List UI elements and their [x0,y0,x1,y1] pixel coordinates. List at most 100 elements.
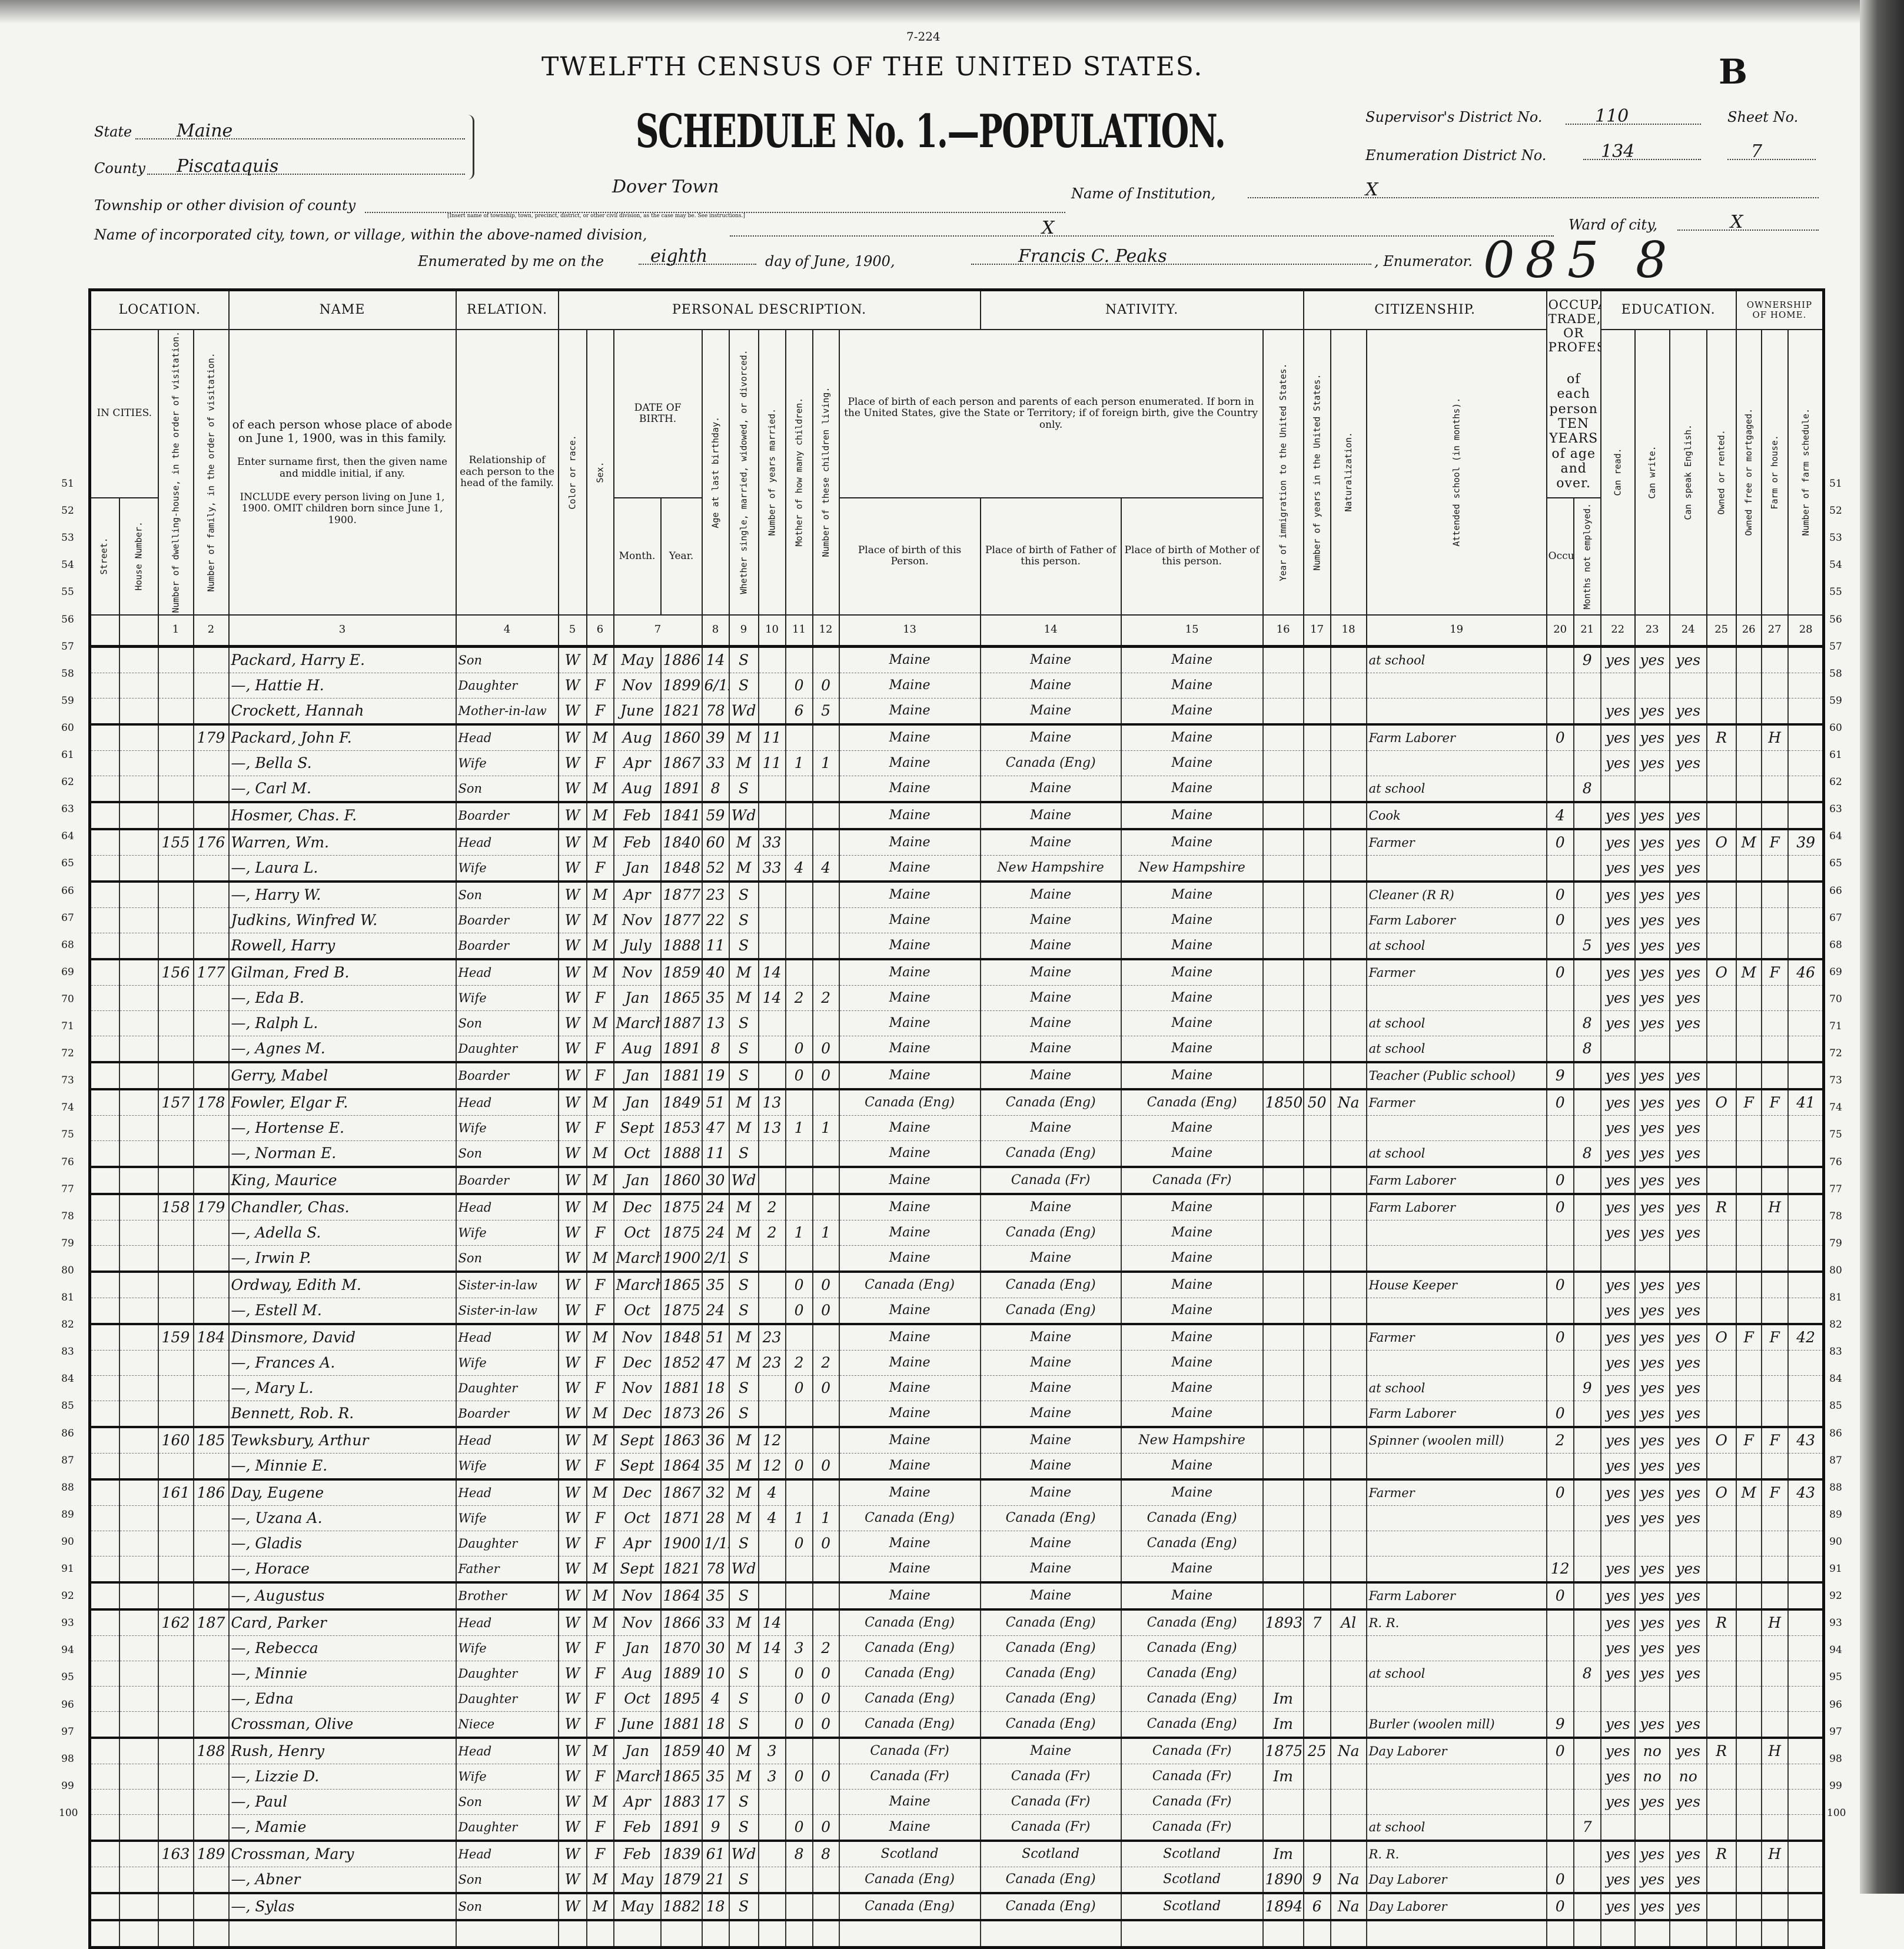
sex-cell: M [586,827,614,856]
supervisor-district-value: 110 [1595,106,1629,127]
attended-school-cell [1573,1686,1601,1712]
street-cell [89,1192,120,1220]
naturalization-cell [1330,1060,1367,1090]
header-street: Street. [89,498,119,615]
column-number: 26 [1735,614,1762,648]
line-number-left: 81 [61,1292,74,1303]
house-number-cell [118,1036,159,1063]
months-unemployed-cell: 0 [1546,1322,1574,1351]
line-number-right: 91 [1829,1563,1842,1575]
owned-or-rented-cell [1706,1140,1737,1168]
children-living-cell: 0 [812,1686,840,1712]
occupation-cell: at school [1365,1814,1547,1841]
immigration-year-cell: 1893 [1262,1608,1304,1636]
mother-of-cell: 0 [785,1814,813,1841]
table-row: —, Estell M. Sister-in-law W F Oct 1875 24 S 0 0 M… [89,1298,1825,1325]
table-row: Crockett, Hannah Mother-in-law W F June 1821 7… [89,698,1825,725]
attended-school-cell [1573,1270,1601,1298]
birth-year-cell: 1891 [660,1814,703,1841]
table-row: —, Minnie E. Wife W F Sept 1864 35 M 12 0 0 Maine Ma… [89,1453,1825,1480]
can-write-cell: yes [1634,1401,1670,1428]
name-cell: —, Adella S. [228,1220,457,1246]
birth-month-cell: Dec [613,1350,662,1376]
relation-cell: Sister-in-law [455,1270,559,1298]
occupation-cell: Day Laborer [1365,1867,1547,1894]
occupation-cell [1365,1789,1547,1815]
house-number-cell [118,1115,159,1141]
can-speak-english-cell: yes [1669,957,1707,986]
farm-or-house-cell [1760,1891,1789,1921]
mother-of-cell [785,827,813,856]
stamp-number: 085 8 [1483,231,1678,289]
can-speak-english-cell: yes [1669,855,1707,882]
color-cell: W [557,646,587,673]
mother-birthplace-cell: Canada (Fr) [1120,1814,1264,1841]
farm-schedule-number-cell [1787,646,1825,673]
birth-month-cell: Jan [613,1087,662,1116]
relation-cell: Head [455,1087,559,1116]
street-cell [89,1036,120,1063]
months-unemployed-cell [1546,1036,1574,1063]
name-cell: —, Lizzie D. [228,1764,457,1790]
naturalization-cell [1330,880,1367,908]
birth-year-cell: 1866 [660,1608,703,1636]
name-cell: —, Augustus [228,1581,457,1610]
birth-year-cell: 1864 [660,1453,703,1480]
children-living-cell: 0 [812,1375,840,1401]
dwelling-cell [157,723,194,751]
can-speak-english-cell [1669,776,1707,803]
farm-or-house-cell [1760,1661,1789,1687]
naturalization-cell: Al [1330,1608,1367,1636]
free-or-mortgaged-cell [1735,855,1762,882]
naturalization-cell [1330,1322,1367,1351]
owned-or-rented-cell [1706,1918,1737,1948]
naturalization-cell: Na [1330,1736,1367,1764]
house-number-cell [118,1192,159,1220]
name-cell: Card, Parker [228,1608,457,1636]
age-cell: 35 [701,1581,730,1610]
years-married-cell [757,1661,786,1687]
can-read-cell: yes [1600,1867,1636,1894]
line-number-left: 67 [61,912,74,924]
immigration-year-cell [1262,1661,1304,1687]
color-cell: W [557,1608,587,1636]
can-speak-english-cell: yes [1669,1661,1707,1687]
father-birthplace-cell: Maine [979,698,1122,725]
can-read-cell: yes [1600,750,1636,776]
years-in-us-cell [1302,1635,1331,1661]
dwelling-cell: 161 [157,1478,194,1506]
farm-or-house-cell [1760,1814,1789,1841]
color-cell: W [557,957,587,986]
years-in-us-cell [1302,1060,1331,1090]
table-row: 163 189 Crossman, Mary Head W F Feb 1839 61 Wd 8 8 S… [89,1839,1825,1867]
table-row: —, Hattie H.DaughterWFNov18996/12S00Main… [89,673,1825,699]
free-or-mortgaged-cell [1735,1115,1762,1141]
years-in-us-cell [1302,957,1331,986]
sheet-label: Sheet No. [1727,109,1799,125]
line-number-right: 99 [1829,1780,1842,1792]
relation-cell: Son [455,1867,559,1894]
family-cell [192,646,230,673]
birth-month-cell: Apr [613,880,662,908]
can-write-cell [1634,1036,1670,1063]
free-or-mortgaged-cell [1735,1581,1762,1610]
color-cell: W [557,1839,587,1867]
mother-of-cell: 0 [785,1711,813,1738]
farm-schedule-number-cell [1787,880,1825,908]
months-unemployed-cell: 0 [1546,880,1574,908]
farm-or-house-cell [1760,1298,1789,1325]
can-speak-english-cell: yes [1669,1165,1707,1195]
farm-schedule-number-cell [1787,1531,1825,1556]
sex-cell: M [586,1245,614,1272]
can-speak-english-cell: yes [1669,1060,1707,1090]
township-field: Dover Town [365,177,1065,213]
years-married-cell [757,933,786,960]
header-occupation-group: OCCUPATION, TRADE, OR PROFESSION of each… [1546,289,1601,499]
birth-month-cell: Sept [613,1115,662,1141]
farm-or-house-cell: F [1760,1322,1789,1351]
house-number-cell [118,1635,159,1661]
name-cell: Ordway, Edith M. [228,1270,457,1298]
age-cell: 24 [701,1192,730,1220]
immigration-year-cell: 1894 [1262,1891,1304,1921]
years-married-cell [757,1010,786,1036]
